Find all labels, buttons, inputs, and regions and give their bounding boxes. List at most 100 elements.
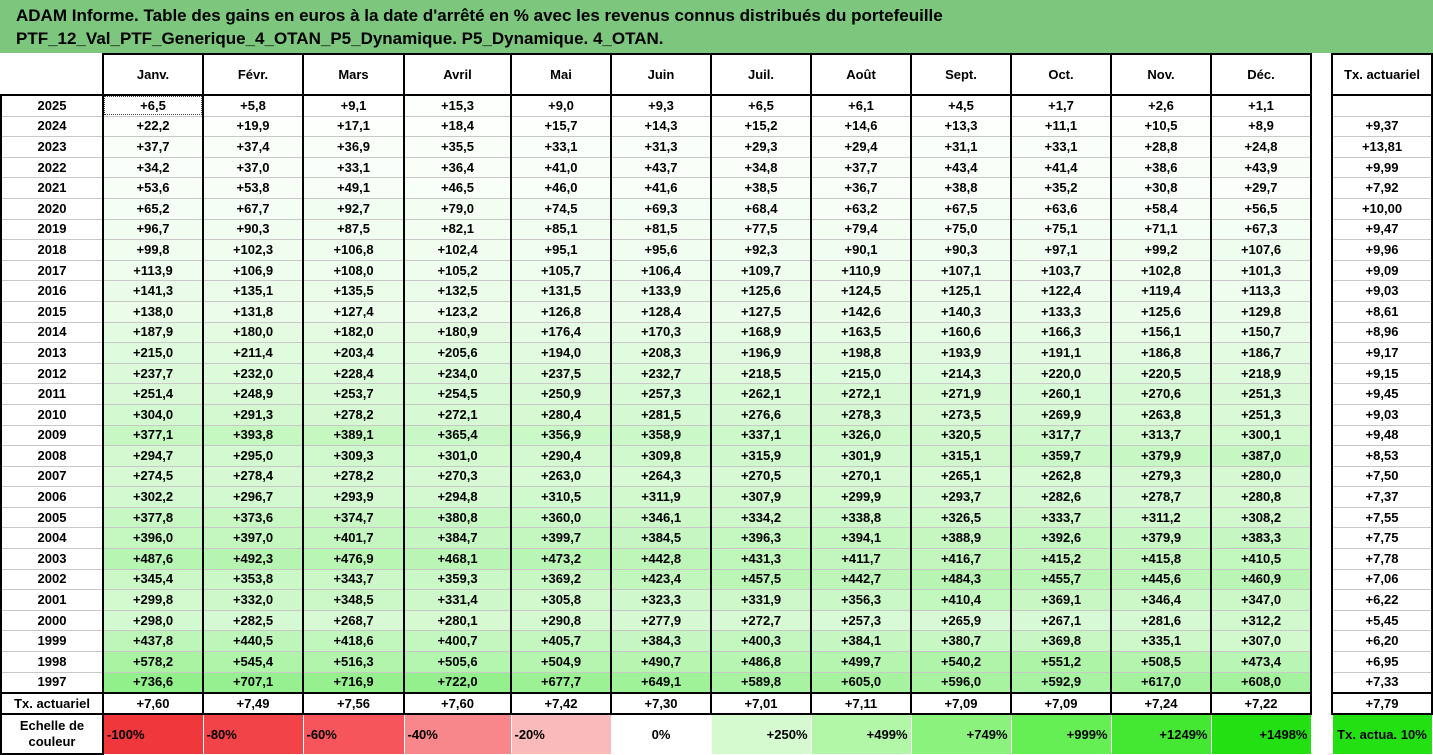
gain-cell[interactable]: +290,8 — [510, 610, 612, 632]
gain-cell[interactable]: +295,0 — [202, 445, 304, 467]
gain-cell[interactable]: +15,3 — [403, 93, 512, 117]
actuarial-rate-cell[interactable]: +7,75 — [1331, 527, 1433, 550]
gain-cell[interactable]: +492,3 — [202, 548, 304, 570]
gain-cell[interactable]: +79,4 — [810, 219, 912, 241]
gain-cell[interactable]: +301,0 — [403, 445, 512, 467]
gain-cell[interactable]: +182,0 — [302, 322, 405, 344]
month-header[interactable]: Mars — [302, 53, 405, 96]
gain-cell[interactable]: +102,4 — [403, 239, 512, 261]
gain-cell[interactable]: +122,4 — [1010, 280, 1112, 302]
gain-cell[interactable]: +75,0 — [910, 219, 1012, 241]
gain-cell[interactable]: +282,5 — [202, 610, 304, 632]
gain-cell[interactable]: +107,6 — [1210, 239, 1312, 261]
month-header[interactable]: Sept. — [910, 53, 1012, 96]
gain-cell[interactable]: +43,7 — [610, 157, 712, 179]
gain-cell[interactable]: +269,9 — [1010, 404, 1112, 426]
actuarial-rate-header[interactable]: Tx. actuariel — [1331, 53, 1433, 96]
gain-cell[interactable]: +125,1 — [910, 280, 1012, 302]
gain-cell[interactable]: +400,7 — [403, 630, 512, 653]
gain-cell[interactable]: +108,0 — [302, 260, 405, 282]
gain-cell[interactable]: +313,7 — [1110, 425, 1212, 447]
gain-cell[interactable]: +87,5 — [302, 219, 405, 241]
gain-cell[interactable]: +67,3 — [1210, 219, 1312, 241]
gain-cell[interactable]: +71,1 — [1110, 219, 1212, 241]
gain-cell[interactable]: +106,9 — [202, 260, 304, 282]
gain-cell[interactable]: +211,4 — [202, 342, 304, 364]
gain-cell[interactable]: +476,9 — [302, 548, 405, 570]
gain-cell[interactable]: +440,5 — [202, 630, 304, 653]
gain-cell[interactable]: +380,8 — [403, 507, 512, 529]
gain-cell[interactable]: +129,8 — [1210, 301, 1312, 323]
gain-cell[interactable]: +508,5 — [1110, 651, 1212, 673]
gain-cell[interactable]: +298,0 — [102, 610, 204, 632]
gain-cell[interactable]: +125,6 — [710, 280, 812, 302]
gain-cell[interactable]: +38,6 — [1110, 157, 1212, 179]
monthly-actuarial-rate[interactable]: +7,42 — [510, 692, 612, 716]
gain-cell[interactable]: +337,1 — [710, 425, 812, 447]
gain-cell[interactable]: +234,0 — [403, 363, 512, 385]
monthly-actuarial-rate[interactable]: +7,24 — [1110, 692, 1212, 716]
gain-cell[interactable]: +36,4 — [403, 157, 512, 179]
gain-cell[interactable]: +119,4 — [1110, 280, 1212, 302]
gain-cell[interactable]: +9,1 — [302, 93, 405, 117]
month-header[interactable]: Juil. — [710, 53, 812, 96]
gain-cell[interactable]: +278,7 — [1110, 486, 1212, 508]
gain-cell[interactable]: +348,5 — [302, 589, 405, 611]
gain-cell[interactable]: +608,0 — [1210, 672, 1312, 695]
gain-cell[interactable]: +263,0 — [510, 466, 612, 488]
gain-cell[interactable]: +99,2 — [1110, 239, 1212, 261]
gain-cell[interactable]: +397,0 — [202, 527, 304, 550]
gain-cell[interactable]: +473,2 — [510, 548, 612, 570]
monthly-actuarial-rate[interactable]: +7,22 — [1210, 692, 1312, 716]
gain-cell[interactable]: +280,1 — [403, 610, 512, 632]
gain-cell[interactable]: +253,7 — [302, 383, 405, 405]
gain-cell[interactable]: +345,4 — [102, 569, 204, 591]
actuarial-rate-cell[interactable]: +8,61 — [1331, 301, 1433, 323]
gain-cell[interactable]: +331,9 — [710, 589, 812, 611]
gain-cell[interactable]: +437,8 — [102, 630, 204, 653]
gain-cell[interactable]: +310,5 — [510, 486, 612, 508]
gain-cell[interactable]: +77,5 — [710, 219, 812, 241]
monthly-actuarial-rate[interactable]: +7,09 — [910, 692, 1012, 716]
gain-cell[interactable]: +82,1 — [403, 219, 512, 241]
gain-cell[interactable]: +278,2 — [302, 466, 405, 488]
gain-cell[interactable]: +516,3 — [302, 651, 405, 673]
gain-cell[interactable]: +300,1 — [1210, 425, 1312, 447]
gain-cell[interactable]: +257,3 — [810, 610, 912, 632]
gain-cell[interactable]: +273,5 — [910, 404, 1012, 426]
gain-cell[interactable]: +53,8 — [202, 177, 304, 199]
gain-cell[interactable]: +232,0 — [202, 363, 304, 385]
gain-cell[interactable]: +34,8 — [710, 157, 812, 179]
gain-cell[interactable]: +22,2 — [102, 116, 204, 138]
gain-cell[interactable]: +95,6 — [610, 239, 712, 261]
gain-cell[interactable]: +49,1 — [302, 177, 405, 199]
gain-cell[interactable]: +214,3 — [910, 363, 1012, 385]
gain-cell[interactable]: +63,6 — [1010, 198, 1112, 220]
gain-cell[interactable]: +396,3 — [710, 527, 812, 550]
actuarial-rate-cell[interactable]: +6,95 — [1331, 651, 1433, 673]
monthly-actuarial-rate[interactable]: +7,09 — [1010, 692, 1112, 716]
gain-cell[interactable]: +301,9 — [810, 445, 912, 467]
gain-cell[interactable]: +299,8 — [102, 589, 204, 611]
monthly-actuarial-rate[interactable]: +7,49 — [202, 692, 304, 716]
actuarial-rate-cell[interactable] — [1331, 93, 1433, 117]
gain-cell[interactable]: +34,2 — [102, 157, 204, 179]
gain-cell[interactable]: +37,0 — [202, 157, 304, 179]
gain-cell[interactable]: +218,9 — [1210, 363, 1312, 385]
gain-cell[interactable]: +81,5 — [610, 219, 712, 241]
gain-cell[interactable]: +196,9 — [710, 342, 812, 364]
gain-cell[interactable]: +254,5 — [403, 383, 512, 405]
gain-cell[interactable]: +31,3 — [610, 136, 712, 158]
gain-cell[interactable]: +58,4 — [1110, 198, 1212, 220]
gain-cell[interactable]: +677,7 — [510, 672, 612, 695]
gain-cell[interactable]: +270,3 — [403, 466, 512, 488]
gain-cell[interactable]: +445,6 — [1110, 569, 1212, 591]
gain-cell[interactable]: +99,8 — [102, 239, 204, 261]
gain-cell[interactable]: +109,7 — [710, 260, 812, 282]
gain-cell[interactable]: +10,5 — [1110, 116, 1212, 138]
gain-cell[interactable]: +411,7 — [810, 548, 912, 570]
gain-cell[interactable]: +14,6 — [810, 116, 912, 138]
gain-cell[interactable]: +431,3 — [710, 548, 812, 570]
gain-cell[interactable]: +707,1 — [202, 672, 304, 695]
gain-cell[interactable]: +262,1 — [710, 383, 812, 405]
